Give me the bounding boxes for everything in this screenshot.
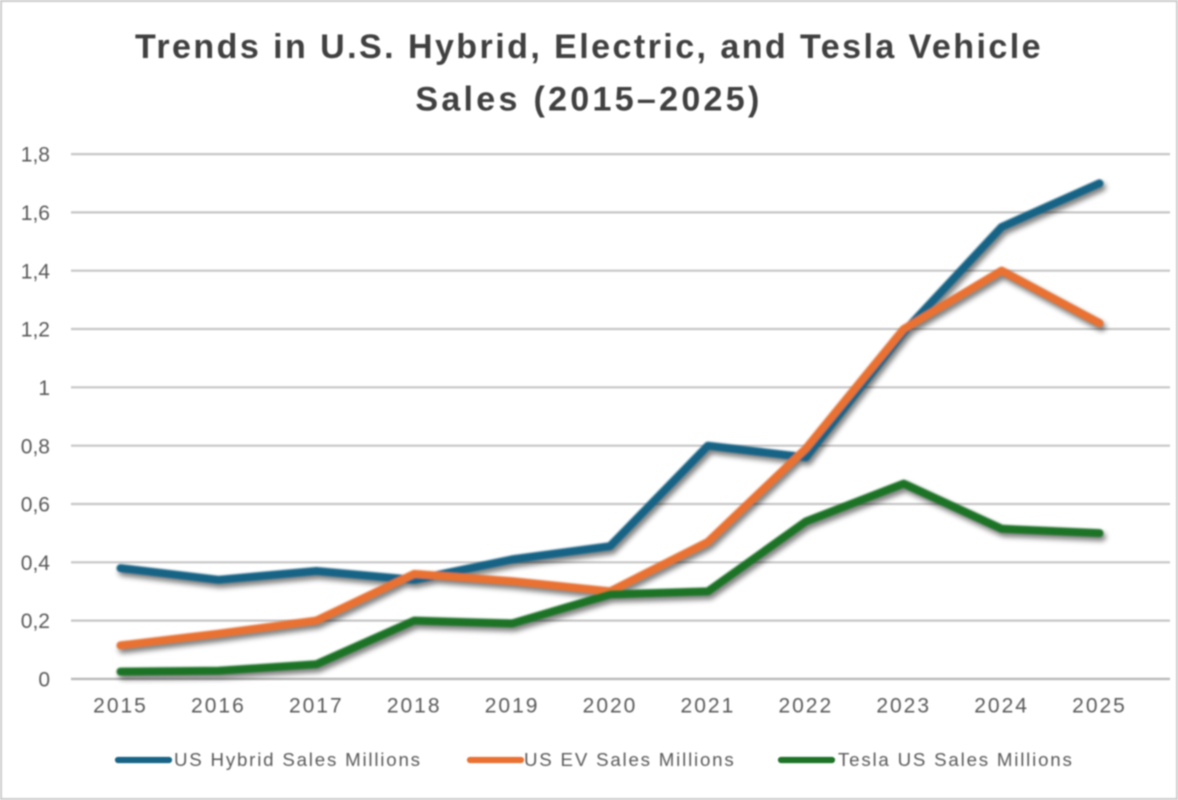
svg-text:1,2: 1,2	[21, 319, 50, 342]
svg-text:2025: 2025	[1072, 695, 1127, 718]
svg-text:Tesla US Sales Millions: Tesla US Sales Millions	[838, 749, 1074, 770]
svg-text:1,8: 1,8	[21, 144, 50, 167]
svg-text:2019: 2019	[485, 695, 540, 718]
svg-text:0,4: 0,4	[21, 552, 51, 575]
svg-text:2016: 2016	[191, 695, 246, 718]
svg-text:1,6: 1,6	[21, 202, 50, 225]
svg-text:2015: 2015	[93, 695, 148, 718]
svg-text:Sales (2015–2025): Sales (2015–2025)	[415, 81, 762, 119]
svg-text:2022: 2022	[778, 695, 833, 718]
svg-text:1,4: 1,4	[21, 260, 51, 283]
svg-text:2024: 2024	[974, 695, 1029, 718]
svg-text:1: 1	[38, 377, 50, 400]
svg-text:0,2: 0,2	[21, 610, 50, 633]
svg-text:0: 0	[38, 669, 50, 692]
svg-text:Trends in U.S. Hybrid, Electri: Trends in U.S. Hybrid, Electric, and Tes…	[135, 28, 1043, 66]
svg-text:2018: 2018	[387, 695, 442, 718]
svg-text:2017: 2017	[289, 695, 344, 718]
svg-text:US EV Sales Millions: US EV Sales Millions	[524, 749, 736, 770]
svg-text:2023: 2023	[876, 695, 931, 718]
svg-text:US Hybrid Sales Millions: US Hybrid Sales Millions	[174, 749, 422, 770]
svg-text:2021: 2021	[681, 695, 736, 718]
svg-text:2020: 2020	[583, 695, 638, 718]
svg-text:0,6: 0,6	[21, 494, 50, 517]
svg-text:0,8: 0,8	[21, 435, 50, 458]
